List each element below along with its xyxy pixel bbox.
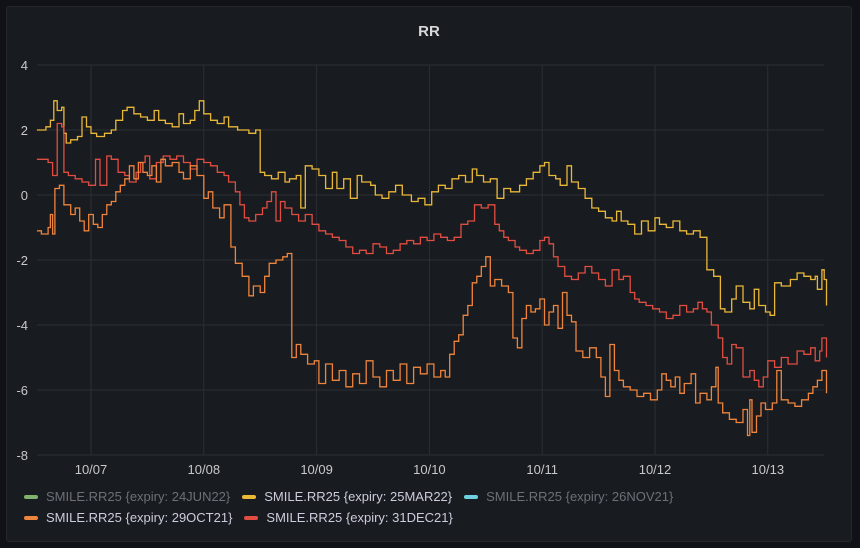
y-axis-tick-label: 0 xyxy=(21,188,28,203)
legend-label: SMILE.RR25 {expiry: 26NOV21} xyxy=(486,489,674,504)
series-line xyxy=(36,100,828,316)
legend-color-swatch-icon xyxy=(242,494,257,499)
x-axis-tick-label: 10/10 xyxy=(413,462,446,477)
x-axis-tick-label: 10/08 xyxy=(188,462,221,477)
panel-title[interactable]: RR xyxy=(418,23,440,40)
y-axis-tick-label: -2 xyxy=(16,253,28,268)
legend-color-swatch-icon xyxy=(244,515,259,520)
x-axis-tick-label: 10/12 xyxy=(639,462,672,477)
x-axis-tick-label: 10/11 xyxy=(526,462,558,477)
legend-item[interactable]: SMILE.RR25 {expiry: 25MAR22} xyxy=(242,489,452,504)
legend-row: SMILE.RR25 {expiry: 29OCT21} SMILE.RR25 {… xyxy=(24,507,824,528)
legend-color-swatch-icon xyxy=(464,494,479,499)
legend-item[interactable]: SMILE.RR25 {expiry: 29OCT21} xyxy=(24,510,232,525)
x-axis-tick-label: 10/09 xyxy=(300,462,333,477)
legend-color-swatch-icon xyxy=(24,515,38,520)
legend-label: SMILE.RR25 {expiry: 31DEC21} xyxy=(266,510,453,525)
legend-row: SMILE.RR25 {expiry: 24JUN22} SMILE.RR25 {… xyxy=(24,486,824,507)
chart-legend: SMILE.RR25 {expiry: 24JUN22} SMILE.RR25 {… xyxy=(24,486,824,528)
legend-item[interactable]: SMILE.RR25 {expiry: 26NOV21} xyxy=(464,489,673,504)
grid-lines: 4 2 0 -2 -4 -6 -8 10/07 10/08 10/09 10/10 10/11 10/1… xyxy=(16,58,824,477)
y-axis-tick-label: -4 xyxy=(16,318,28,333)
y-axis-tick-label: -8 xyxy=(16,448,28,463)
y-axis-tick-label: 4 xyxy=(21,58,28,73)
legend-label: SMILE.RR25 {expiry: 25MAR22} xyxy=(264,489,453,504)
series-line xyxy=(36,122,828,388)
y-axis-tick-label: -6 xyxy=(16,383,28,398)
legend-color-swatch-icon xyxy=(24,494,38,499)
x-axis-tick-label: 10/07 xyxy=(75,462,108,477)
legend-label: SMILE.RR25 {expiry: 29OCT21} xyxy=(46,510,233,525)
legend-item[interactable]: SMILE.RR25 {expiry: 31DEC21} xyxy=(244,510,453,525)
series-line xyxy=(36,158,828,437)
y-axis-tick-label: 2 xyxy=(21,123,28,138)
legend-item[interactable]: SMILE.RR25 {expiry: 24JUN22} xyxy=(24,489,230,504)
legend-label: SMILE.RR25 {expiry: 24JUN22} xyxy=(46,489,231,504)
x-axis-tick-label: 10/13 xyxy=(752,462,785,477)
